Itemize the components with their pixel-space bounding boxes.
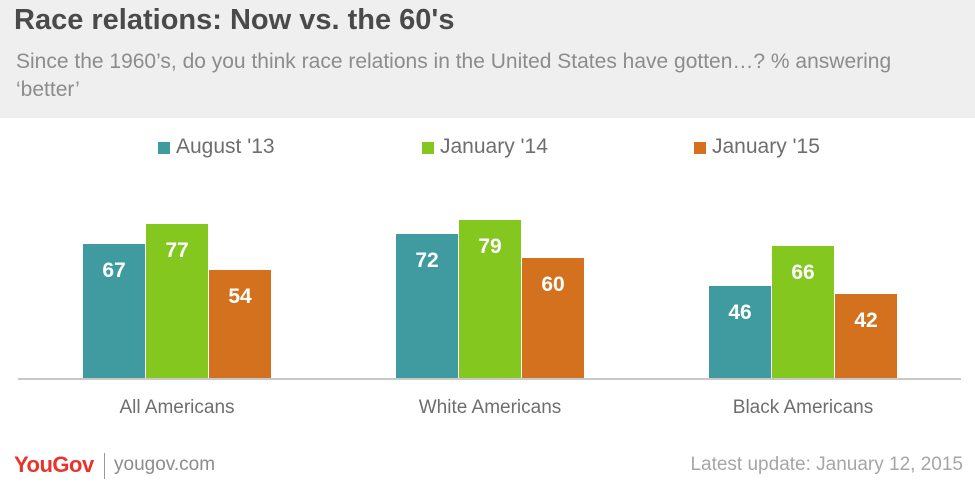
bar-value-label: 66 [791, 261, 814, 284]
bar-1-0 [396, 234, 458, 378]
header: Race relations: Now vs. the 60's Since t… [0, 0, 975, 118]
bar-value-label: 77 [165, 239, 188, 262]
chart-title: Race relations: Now vs. the 60's [14, 4, 455, 36]
bar-value-label: 60 [541, 273, 564, 296]
bar-value-label: 79 [478, 235, 501, 258]
bar-1-2 [522, 258, 584, 378]
bar-0-2 [209, 270, 271, 378]
yougov-logo: YouGov [14, 452, 94, 477]
footer-site-link[interactable]: yougov.com [114, 454, 216, 475]
bar-2-1 [772, 246, 834, 378]
legend-swatch-jan15 [694, 142, 706, 154]
bar-0-1 [146, 224, 208, 378]
legend-swatch-aug13 [158, 142, 170, 154]
category-label: White Americans [419, 397, 562, 418]
bar-value-label: 42 [854, 309, 877, 332]
legend-label-jan15: January '15 [712, 135, 820, 158]
legend-swatch-jan14 [422, 142, 434, 154]
bar-value-label: 67 [102, 259, 125, 282]
bar-2-0 [709, 286, 771, 378]
category-label: All Americans [119, 397, 234, 418]
bar-value-label: 46 [728, 301, 751, 324]
bar-value-label: 72 [415, 249, 438, 272]
bar-value-label: 54 [228, 285, 252, 308]
legend-label-aug13: August '13 [176, 135, 275, 158]
chart-subtitle: Since the 1960’s, do you think race rela… [16, 50, 892, 101]
bar-1-1 [459, 220, 521, 378]
footer-separator [104, 453, 105, 479]
bar-2-2 [835, 294, 897, 378]
category-label: Black Americans [733, 397, 873, 418]
latest-update: Latest update: January 12, 2015 [690, 454, 963, 475]
legend-label-jan14: January '14 [440, 135, 548, 158]
bar-0-0 [83, 244, 145, 378]
